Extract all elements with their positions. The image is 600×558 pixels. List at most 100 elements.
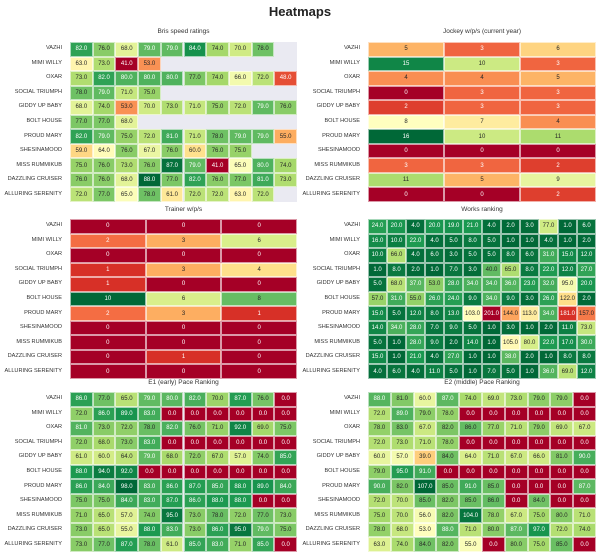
heatmap-cell: 72.0 <box>228 100 252 115</box>
heatmap-cell: 76.0 <box>206 172 229 188</box>
row-label: SOCIAL TRIUMPH <box>14 438 62 445</box>
heatmap-cell: 23.0 <box>520 277 539 292</box>
row-label: OXAR <box>46 251 62 258</box>
heatmap-cell: 87.0 <box>160 493 184 509</box>
heatmap-cell: 83.0 <box>206 537 229 552</box>
heatmap-cell: 4.0 <box>406 364 425 379</box>
heatmap-cell: 8.0 <box>387 262 406 278</box>
heatmap-cell: 77.0 <box>70 114 93 130</box>
heatmap-cell: 48.0 <box>274 71 297 86</box>
heatmap-cell: 79.0 <box>251 129 275 144</box>
heatmap-cell: 80.0 <box>138 71 161 86</box>
heatmap-cell: 88.0 <box>138 522 161 538</box>
heatmap-cell: 0 <box>221 335 297 350</box>
heatmap-cell: 85.0 <box>251 537 275 552</box>
row-label: SHESINAMOOD <box>20 497 62 504</box>
heatmap-cell: 0 <box>444 143 520 159</box>
heatmap-cell: 34.0 <box>482 277 501 292</box>
row-label: OXAR <box>344 74 360 81</box>
heatmap-cell: 68.0 <box>92 435 116 451</box>
heatmap-cell: 75.0 <box>274 421 297 436</box>
heatmap-cell: 88.0 <box>228 479 252 494</box>
heatmap-cell: 1.0 <box>425 262 444 278</box>
row-label: PROUD MARY <box>24 132 62 139</box>
heatmap-cell: 34.0 <box>387 320 406 336</box>
heatmap-cell: 77.0 <box>251 508 275 523</box>
heatmap-cell: 0.0 <box>504 435 528 451</box>
heatmap-cell: 81.0 <box>160 129 184 144</box>
heatmap-cell: 57.0 <box>390 450 414 465</box>
heatmap-cell: 0.0 <box>160 464 184 480</box>
heatmap-cell: 70.0 <box>390 508 414 523</box>
heatmap-cell: 0.0 <box>482 537 505 552</box>
row-label: MISS RUMMIKUB <box>16 161 62 168</box>
heatmap-cell: 4.0 <box>425 349 444 365</box>
heatmap-cell: 73.0 <box>70 537 93 552</box>
heatmap-cell: 82.0 <box>160 421 184 436</box>
heatmap-cell: 87.0 <box>183 479 207 494</box>
heatmap-cell: 5.0 <box>368 277 387 292</box>
heatmap-cell: 64.0 <box>92 143 116 159</box>
heatmap-cell: 85.0 <box>206 479 229 494</box>
heatmap-cell: 0 <box>520 143 596 159</box>
heatmap-cell: 0 <box>221 248 297 263</box>
heatmap-cell: 5.0 <box>444 364 463 379</box>
heatmap-cell: 0.0 <box>459 464 482 480</box>
heatmap-cell: 76.0 <box>70 172 93 188</box>
row-label: DAZZLING CRUISER <box>7 353 62 360</box>
heatmap-cell: 71.0 <box>115 85 139 101</box>
heatmap-cell: 82.0 <box>92 71 116 86</box>
heatmap-cell: 2.0 <box>444 335 463 350</box>
heatmap-cell: 74.0 <box>251 450 275 465</box>
heatmap-cell: 82.0 <box>436 508 460 523</box>
heatmap-cell: 72.0 <box>183 187 207 202</box>
heatmap-cell: 0.0 <box>459 435 482 451</box>
row-label: MIMI WILLY <box>31 236 62 243</box>
heatmap-cell: 6.0 <box>425 248 444 263</box>
heatmap-cell: 79.0 <box>251 100 275 115</box>
heatmap-cell: 87.0 <box>504 522 528 538</box>
heatmap-cell: 84.0 <box>527 493 551 509</box>
heatmap-cell: 76.0 <box>92 158 116 173</box>
heatmap-cell: 0.0 <box>573 392 596 407</box>
heatmap-cell: 73.0 <box>274 508 297 523</box>
heatmap-cell: 74.0 <box>459 392 482 407</box>
heatmap-cell: 0.0 <box>274 493 297 509</box>
heatmap-cell: 73.0 <box>115 435 139 451</box>
heatmap-cell: 32.0 <box>539 277 558 292</box>
heatmap-cell: 69.0 <box>482 392 505 407</box>
row-label: PROUD MARY <box>24 482 62 489</box>
heatmap-cell: 72.0 <box>228 508 252 523</box>
heatmap-cell: 0.0 <box>573 464 596 480</box>
row-label: BOLT HOUSE <box>26 295 62 301</box>
heatmap-cell: 0.0 <box>228 406 252 422</box>
heatmap-cell: 85.0 <box>413 493 437 509</box>
heatmap-cell: 27.0 <box>577 262 596 278</box>
heatmap-cell: 80.0 <box>504 537 528 552</box>
heatmap-cell: 8.0 <box>463 233 482 249</box>
heatmap-cell: 1 <box>145 349 222 365</box>
heatmap-cell: 78.0 <box>206 129 229 144</box>
heatmap-cell: 28.0 <box>406 335 425 350</box>
heatmap-cell: 87.0 <box>436 392 460 407</box>
heatmap-cell: 67.0 <box>504 508 528 523</box>
heatmap-cell: 69.0 <box>251 421 275 436</box>
heatmap-cell: 75.0 <box>70 493 93 509</box>
heatmap-cell: 72.0 <box>368 493 391 509</box>
heatmap-cell: 88.0 <box>228 493 252 509</box>
heatmap-cell: 17.0 <box>558 335 577 350</box>
row-label: PROUD MARY <box>322 309 360 316</box>
heatmap-cell: 76.0 <box>115 143 139 159</box>
heatmap-cell: 5.0 <box>482 233 501 249</box>
heatmap-cell: 72.0 <box>183 450 207 465</box>
row-label: PROUD MARY <box>322 132 360 139</box>
heatmap-cell: 5.0 <box>463 248 482 263</box>
heatmap-cell: 77.0 <box>92 114 116 130</box>
heatmap-cell: 9.0 <box>501 291 520 307</box>
heatmap-cell: 65.0 <box>92 508 116 523</box>
heatmap-cell: 1 <box>70 262 146 278</box>
heatmap-cell: 1.0 <box>482 320 501 336</box>
heatmap-cell: 8.0 <box>558 349 577 365</box>
heatmap-cell: 0.0 <box>206 464 229 480</box>
heatmap-cell: 1.0 <box>501 233 520 249</box>
